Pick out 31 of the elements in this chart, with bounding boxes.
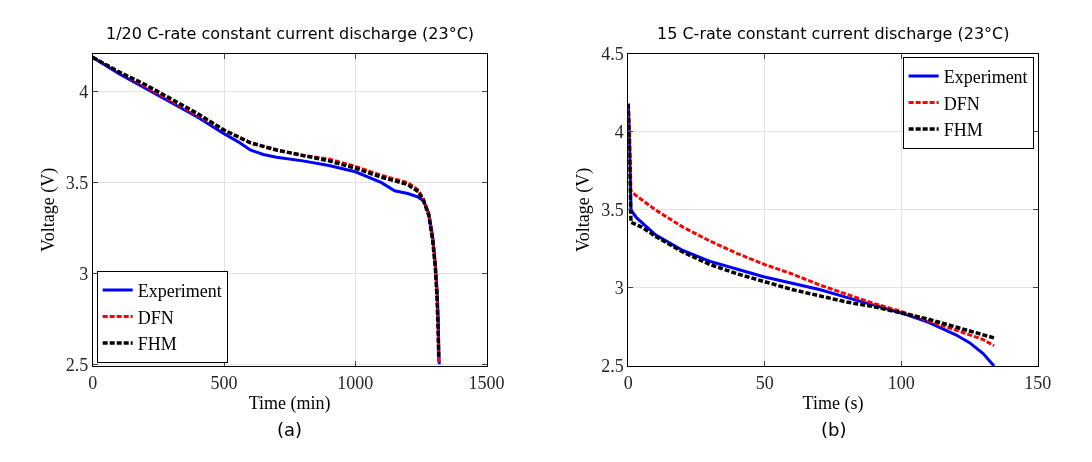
x-tick-label: 150 [1024,372,1052,393]
x-tick-label: 0 [623,372,633,393]
x-tick-label: 1000 [337,372,374,393]
legend-label: FHM [943,119,983,140]
legend-label: FHM [137,333,177,354]
x-tick-label: 100 [887,372,915,393]
chart-title: 15 C-rate constant current discharge (23°C) [657,24,1010,43]
y-tick-label: 2.5 [601,356,624,377]
y-tick-label: 3 [614,278,624,299]
y-tick-label: 4 [614,122,624,143]
y-tick-label: 4 [79,82,89,103]
y-tick-label: 4.5 [601,44,624,65]
legend-label: Experiment [943,67,1028,88]
y-axis-title: Voltage (V) [573,167,595,252]
legend-label: DFN [137,307,174,328]
x-tick-label: 0 [88,372,98,393]
y-tick-label: 3.5 [65,172,89,193]
chart-title: 1/20 C-rate constant current discharge (23°C) [106,24,475,43]
y-tick-label: 3.5 [601,200,624,221]
text: (b) [821,419,847,440]
y-tick-label: 2.5 [65,354,89,375]
x-tick-label: 1500 [468,372,505,393]
x-tick-label: 500 [210,372,238,393]
legend-label: DFN [943,93,980,114]
x-tick-label: 50 [755,372,774,393]
legend-label: Experiment [137,281,222,302]
x-axis-title: Time (s) [802,392,864,414]
y-tick-label: 3 [79,263,89,284]
text: (a) [277,419,303,440]
x-axis-title: Time (min) [248,392,331,414]
y-axis-title: Voltage (V) [37,167,59,252]
